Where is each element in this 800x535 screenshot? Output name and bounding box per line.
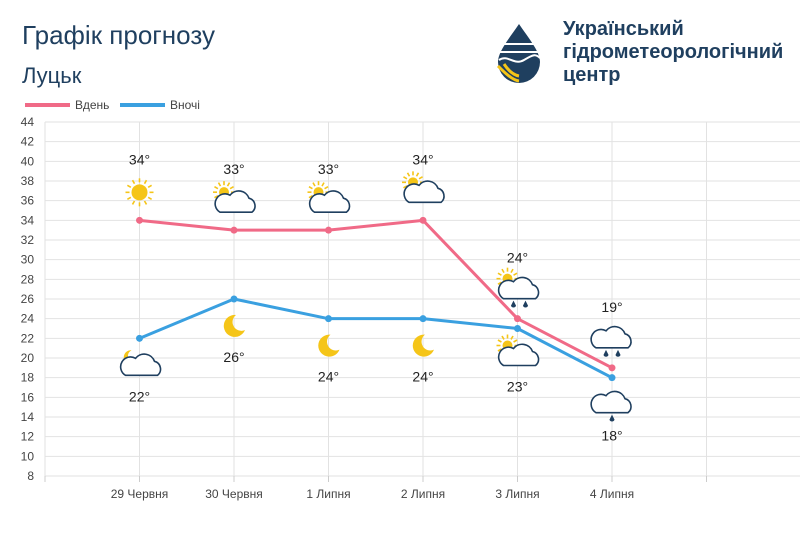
y-tick-label: 10: [21, 449, 35, 463]
x-tick-label: 2 Липня: [401, 487, 445, 501]
night-point: [136, 334, 143, 342]
y-tick-label: 44: [21, 115, 35, 129]
logo-icon: [496, 24, 541, 83]
cloud-rain-icon: [590, 325, 632, 357]
x-tick-label: 4 Липня: [590, 487, 634, 501]
night-point: [419, 315, 427, 323]
y-tick-label: 30: [21, 253, 35, 267]
x-tick-label: 29 Червня: [111, 487, 169, 501]
org-name-line: центр: [563, 64, 621, 86]
y-tick-label: 20: [21, 351, 35, 365]
night-point: [514, 325, 521, 332]
y-tick-label: 42: [21, 135, 35, 149]
night-temp-label: 18°: [601, 428, 622, 444]
day-temp-label: 34°: [129, 151, 150, 167]
night-point: [608, 374, 616, 382]
y-tick-label: 24: [21, 312, 35, 326]
night-temp-label: 23°: [507, 379, 528, 395]
x-tick-label: 3 Липня: [495, 487, 539, 501]
night-point: [230, 295, 238, 303]
moon-icon: [318, 334, 340, 357]
y-tick-label: 32: [21, 233, 35, 247]
moon-icon: [412, 334, 434, 357]
x-tick-label: 30 Червня: [205, 487, 263, 501]
day-line: [139, 218, 613, 370]
day-point: [136, 216, 143, 224]
day-temp-label: 33°: [223, 161, 244, 177]
day-point: [608, 364, 616, 372]
partly-cloudy-icon: [213, 181, 256, 213]
y-tick-label: 40: [21, 154, 35, 168]
y-tick-label: 14: [21, 410, 35, 424]
partly-cloudy-rain-icon: [496, 267, 540, 308]
day-temp-label: 24°: [507, 250, 528, 266]
day-point: [230, 226, 238, 234]
partly-cloudy-icon: [496, 334, 540, 367]
partly-cloudy-icon: [307, 181, 351, 213]
org-name: Український гідрометеорологічний центр: [563, 18, 798, 87]
day-temp-label: 33°: [318, 161, 339, 177]
day-temp-label: 19°: [601, 299, 622, 315]
y-tick-label: 36: [21, 194, 35, 208]
partly-cloudy-icon: [402, 171, 445, 204]
day-temp-label: 34°: [412, 151, 433, 167]
page-title: Графік прогнозу: [22, 20, 215, 50]
y-tick-label: 22: [21, 331, 35, 345]
night-temp-label: 24°: [318, 369, 339, 385]
org-name-line: Український: [563, 18, 684, 40]
night-line: [138, 297, 613, 379]
y-tick-label: 28: [21, 272, 35, 286]
day-point: [419, 216, 427, 224]
sun-icon: [125, 178, 154, 207]
day-point: [325, 226, 332, 234]
y-tick-label: 38: [21, 174, 35, 188]
x-tick-label: 1 Липня: [306, 487, 350, 501]
org-name-line: гідрометеорологічний: [563, 41, 784, 63]
night-point: [325, 315, 332, 323]
cloud-light-rain-icon: [590, 390, 632, 422]
y-tick-label: 18: [21, 371, 35, 385]
y-tick-label: 12: [21, 430, 35, 444]
moon-cloud-icon: [119, 350, 162, 377]
night-temp-label: 26°: [223, 349, 244, 365]
moon-icon: [223, 314, 245, 337]
night-temp-label: 22°: [129, 388, 150, 404]
legend-label: Вдень: [75, 98, 109, 112]
y-tick-label: 16: [21, 390, 35, 404]
y-tick-label: 34: [21, 213, 35, 227]
legend-label: Вночі: [170, 98, 200, 112]
y-tick-label: 26: [21, 292, 35, 306]
night-temp-label: 24°: [412, 369, 433, 385]
city-name: Луцьк: [22, 63, 82, 88]
day-point: [514, 315, 521, 323]
y-tick-label: 8: [27, 469, 34, 483]
